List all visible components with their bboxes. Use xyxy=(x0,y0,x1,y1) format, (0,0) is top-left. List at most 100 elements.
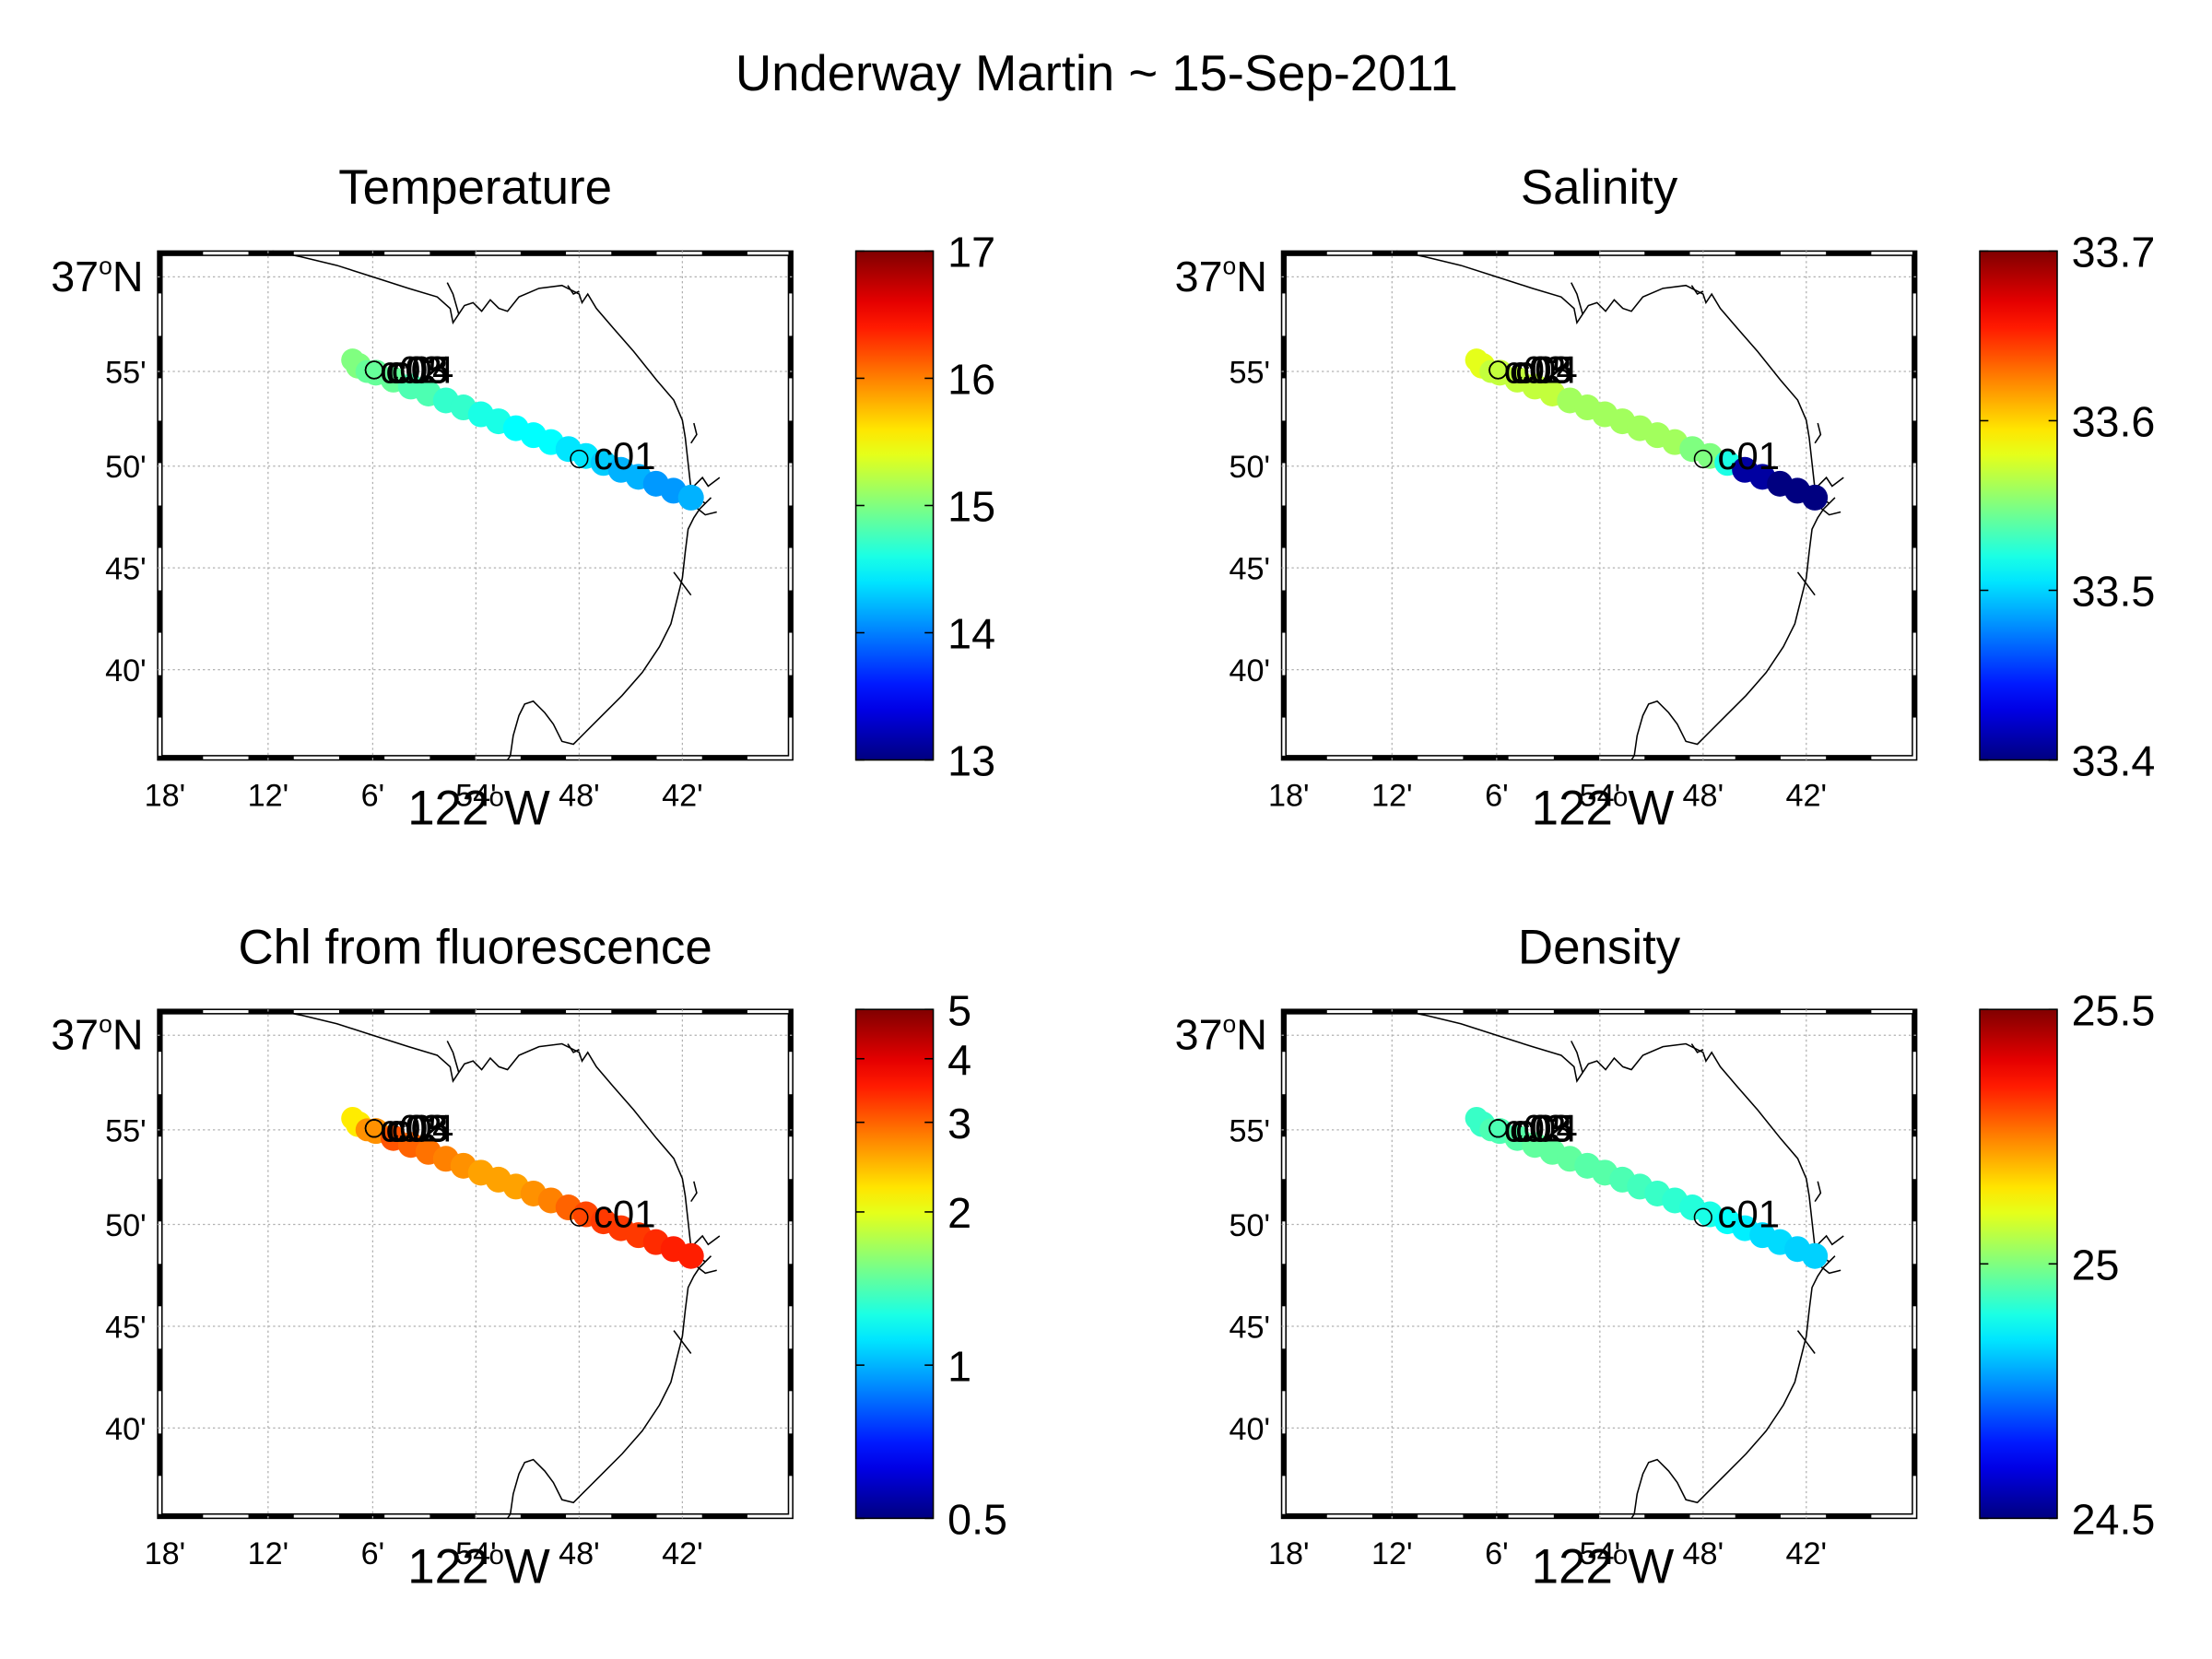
lat-tick-label: 50' xyxy=(1230,1208,1271,1243)
lon-tick-label: 48' xyxy=(1683,778,1724,813)
panel-title: Density xyxy=(1518,920,1681,974)
lat-tick-label: 40' xyxy=(1230,653,1271,688)
lat-tick-label: 45' xyxy=(1230,1310,1271,1345)
lon-tick-label: 12' xyxy=(1371,778,1413,813)
lat-tick-label: 50' xyxy=(1230,450,1271,485)
colorbar-tick-label: 24.5 xyxy=(2072,1495,2156,1543)
data-track xyxy=(341,1106,704,1269)
lat-tick-label: 40' xyxy=(1230,1412,1271,1447)
colorbar-tick-label: 3 xyxy=(947,1100,971,1147)
colorbar-tick-label: 33.7 xyxy=(2072,229,2156,276)
colorbar-gradient xyxy=(1979,1008,2058,1520)
station-label: c02 xyxy=(380,347,442,391)
station-label: c05 xyxy=(1511,347,1573,391)
coastline xyxy=(1395,250,1844,760)
colorbar-tick-label: 33.4 xyxy=(2072,737,2156,785)
figure-title: Underway Martin ~ 15-Sep-2011 xyxy=(735,45,1458,101)
lon-tick-label: 12' xyxy=(1371,1536,1413,1571)
colorbar-tick-label: 16 xyxy=(947,356,995,404)
colorbar-tick-label: 13 xyxy=(947,737,995,785)
lon-degree-label: 122oW xyxy=(407,1539,550,1594)
station-label: c03 xyxy=(1510,347,1572,391)
colorbar-gradient xyxy=(854,1008,935,1520)
panel-title: Salinity xyxy=(1521,160,1678,215)
station-label: c01 xyxy=(594,1193,656,1236)
data-track xyxy=(1465,1106,1829,1269)
station-label: c01 xyxy=(1717,1193,1780,1236)
colorbar: 17 16 15 14 13 xyxy=(854,229,995,785)
map-grid xyxy=(158,1009,794,1519)
station-label: c01 xyxy=(594,434,656,477)
map-grid xyxy=(1281,1009,1917,1519)
station-label: c02 xyxy=(1504,1106,1567,1149)
lat-tick-label: 40' xyxy=(105,653,147,688)
lat-tick-label: 55' xyxy=(1230,1113,1271,1148)
lon-tick-label: 12' xyxy=(248,1536,289,1571)
colorbar-tick-label: 5 xyxy=(947,986,971,1034)
lat-tick-label: 55' xyxy=(105,355,147,390)
lon-tick-label: 48' xyxy=(559,1536,600,1571)
station-label: c03 xyxy=(1510,1106,1572,1149)
data-track xyxy=(1465,348,1829,511)
lon-tick-label: 18' xyxy=(145,778,186,813)
lat-degree-label: 37oN xyxy=(51,1010,143,1059)
station-label: c03 xyxy=(385,347,448,391)
lon-tick-label: 18' xyxy=(1268,778,1310,813)
colorbar-tick-label: 4 xyxy=(947,1036,971,1084)
lon-tick-label: 48' xyxy=(1683,1536,1724,1571)
lon-tick-label: 54' xyxy=(455,1536,497,1571)
map-grid xyxy=(1281,251,1917,760)
station-label: c02 xyxy=(1504,347,1567,391)
lon-degree-label: 122oW xyxy=(1532,782,1675,836)
station-label: c05 xyxy=(387,1106,450,1149)
data-point xyxy=(677,484,704,511)
colorbar-gradient xyxy=(854,250,935,761)
lon-tick-label: 54' xyxy=(1580,778,1621,813)
lon-tick-label: 12' xyxy=(248,778,289,813)
station-marker xyxy=(1693,1207,1712,1227)
lat-tick-label: 50' xyxy=(105,450,147,485)
station-marker xyxy=(1488,360,1508,380)
colorbar-tick-label: 2 xyxy=(947,1189,971,1237)
map-grid xyxy=(158,251,794,760)
lat-degree-label: 37oN xyxy=(51,252,143,300)
colorbar-gradient xyxy=(1979,250,2058,761)
station-marker xyxy=(570,449,589,469)
station-marker xyxy=(1693,449,1712,469)
data-point xyxy=(677,1242,704,1269)
lon-tick-label: 54' xyxy=(455,778,497,813)
colorbar-tick-label: 25 xyxy=(2072,1241,2120,1288)
colorbar-tick-label: 14 xyxy=(947,610,995,658)
station-label: c04 xyxy=(392,1106,454,1149)
colorbar-tick-label: 33.6 xyxy=(2072,398,2156,446)
station-label: c04 xyxy=(1515,347,1578,391)
colorbar: 25.5 25 24.5 xyxy=(1979,986,2156,1543)
station-label: c03 xyxy=(385,1106,448,1149)
lon-tick-label: 6' xyxy=(1485,1536,1509,1571)
colorbar-tick-label: 1 xyxy=(947,1342,971,1390)
station-label: c02 xyxy=(380,1106,442,1149)
colorbar-tick-label: 25.5 xyxy=(2072,986,2156,1034)
station-label: c04 xyxy=(392,347,454,391)
station-label: c04 xyxy=(1515,1106,1578,1149)
colorbar: 33.7 33.6 33.5 33.4 xyxy=(1979,229,2156,785)
data-point xyxy=(1802,1242,1829,1269)
lat-tick-label: 45' xyxy=(1230,552,1271,587)
lat-tick-label: 50' xyxy=(105,1208,147,1243)
panel-title: Temperature xyxy=(338,160,612,215)
station-marker xyxy=(364,1119,384,1138)
station-label: c05 xyxy=(1511,1106,1573,1149)
lon-tick-label: 18' xyxy=(145,1536,186,1571)
station-label: c05 xyxy=(387,347,450,391)
coastline xyxy=(272,1008,721,1519)
station-marker xyxy=(364,360,384,380)
lon-tick-label: 42' xyxy=(662,778,703,813)
colorbar-tick-label: 17 xyxy=(947,229,995,276)
lon-degree-label: 122oW xyxy=(1532,1539,1675,1594)
station-marker xyxy=(570,1207,589,1227)
lon-tick-label: 6' xyxy=(1485,778,1509,813)
lon-tick-label: 18' xyxy=(1268,1536,1310,1571)
colorbar-tick-label: 33.5 xyxy=(2072,568,2156,616)
